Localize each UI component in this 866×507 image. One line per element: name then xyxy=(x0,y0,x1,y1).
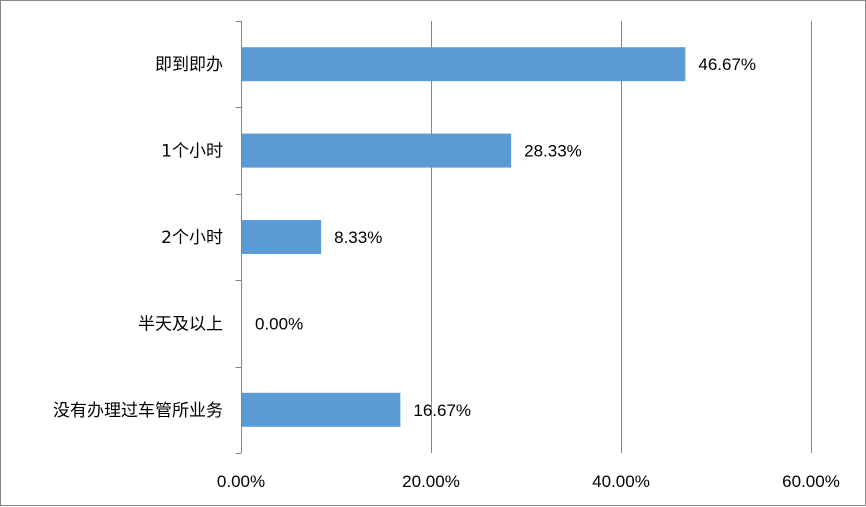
category-label: 即到即办 xyxy=(155,55,223,75)
category-label: 没有办理过车管所业务 xyxy=(53,401,223,421)
x-tick-label: 20.00% xyxy=(402,472,460,491)
data-label: 8.33% xyxy=(334,228,382,247)
bar xyxy=(242,220,322,254)
labels: 0.00% 20.00% 40.00% 60.00% 即到即办 46.67% 1个小时 28.… xyxy=(53,55,840,491)
category-label: 1个小时 xyxy=(161,142,223,162)
gridlines xyxy=(431,21,812,453)
data-label: 0.00% xyxy=(255,314,303,333)
category-label: 半天及以上 xyxy=(138,314,223,334)
bar xyxy=(242,47,686,82)
x-tick-label: 60.00% xyxy=(782,472,840,491)
data-label: 16.67% xyxy=(413,401,471,420)
data-label: 28.33% xyxy=(524,142,582,161)
x-tick-label: 0.00% xyxy=(217,472,265,491)
bar xyxy=(242,392,401,427)
bar xyxy=(242,133,512,168)
data-label: 46.67% xyxy=(698,55,756,74)
x-tick-label: 40.00% xyxy=(592,472,650,491)
bars xyxy=(242,47,686,427)
axes xyxy=(235,21,242,454)
category-label: 2个小时 xyxy=(161,228,223,248)
